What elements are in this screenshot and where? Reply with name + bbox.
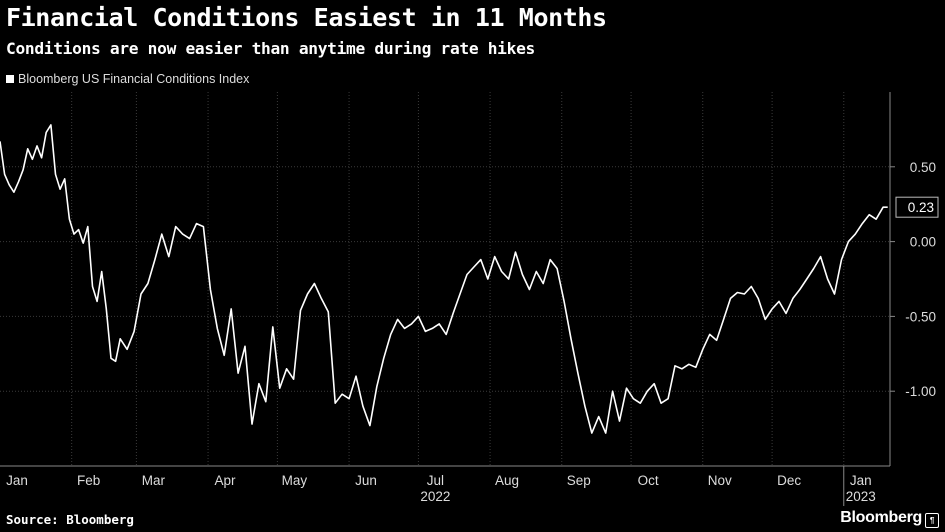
x-tick-label: Nov xyxy=(708,473,732,488)
x-tick-label: Feb xyxy=(77,473,100,488)
bloomberg-logo: Bloomberg ¶ xyxy=(840,509,939,528)
x-tick-label: Dec xyxy=(777,473,801,488)
y-tick-label: 0.50 xyxy=(910,160,936,175)
y-axis: 0.50 0.00 -0.50 -1.00 xyxy=(889,92,936,466)
x-tick-label: Jan xyxy=(6,473,28,488)
y-tick-label: -0.50 xyxy=(905,309,936,324)
brand-text: Bloomberg xyxy=(840,509,922,526)
year-label: 2023 xyxy=(846,489,876,504)
legend-label: Bloomberg US Financial Conditions Index xyxy=(18,72,250,86)
x-tick-label: Jul xyxy=(427,473,444,488)
chart-subtitle: Conditions are now easier than anytime d… xyxy=(6,39,535,58)
x-tick-label: May xyxy=(282,473,308,488)
grid xyxy=(0,92,890,466)
x-tick-label: Jan xyxy=(850,473,872,488)
x-tick-label: Aug xyxy=(495,473,519,488)
series-group xyxy=(0,124,888,434)
x-tick-label: Sep xyxy=(567,473,591,488)
source-note: Source: Bloomberg xyxy=(6,512,134,527)
legend: Bloomberg US Financial Conditions Index xyxy=(6,72,249,86)
series-line xyxy=(0,124,888,434)
year-label: 2022 xyxy=(420,489,450,504)
y-tick-label: 0.00 xyxy=(910,235,936,250)
last-value-callout: 0.23 xyxy=(895,196,939,218)
y-tick-label: -1.00 xyxy=(905,384,936,399)
last-value-box xyxy=(895,196,939,218)
chart-title: Financial Conditions Easiest in 11 Month… xyxy=(6,3,607,32)
last-value-label: 0.23 xyxy=(908,200,934,215)
legend-swatch xyxy=(6,75,14,83)
x-axis: Jan Feb Mar Apr May Jun Jul Aug Sep Oct Nov Dec Jan2… xyxy=(0,465,890,506)
x-tick-label: Mar xyxy=(142,473,166,488)
x-tick-label: Oct xyxy=(638,473,659,488)
x-tick-label: Jun xyxy=(355,473,377,488)
x-tick-label: Apr xyxy=(215,473,237,488)
bloomberg-pilcrow-icon: ¶ xyxy=(925,513,939,528)
